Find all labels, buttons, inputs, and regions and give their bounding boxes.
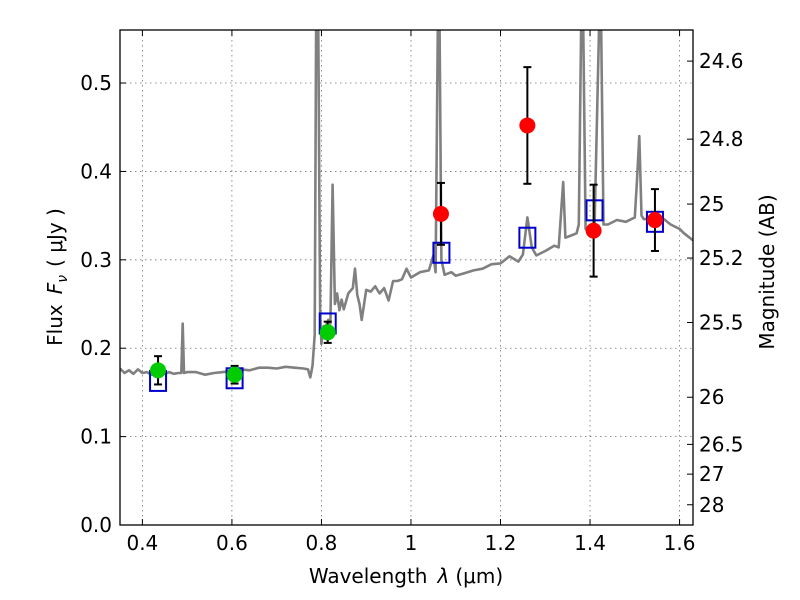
y-tick-label: 0.2 — [80, 336, 112, 360]
x-axis-label: Wavelength λ (μm) — [309, 564, 503, 588]
y2-tick-label: 27 — [699, 462, 724, 486]
tick-layer: 0.4 0.6 0.8 1 1.2 1.4 1.6 0.0 0.1 0.2 0.3 0.4 0.5 24.… — [80, 30, 744, 555]
y-tick-label: 0.1 — [80, 425, 112, 449]
photometry-point — [432, 205, 449, 222]
photometry-point — [646, 212, 663, 229]
y-tick-label: 0.4 — [80, 159, 112, 183]
y-tick-label: 0.0 — [80, 513, 112, 537]
x-tick-label: 1 — [405, 531, 418, 555]
x-tick-label: 0.8 — [306, 531, 338, 555]
plot-frame — [119, 29, 694, 526]
photometry-point — [585, 222, 602, 239]
y2-axis-label: Magnitude (AB) — [755, 194, 779, 349]
x-tick-label: 1.2 — [485, 531, 517, 555]
x-tick-label: 0.4 — [126, 531, 158, 555]
marker-layer — [149, 66, 664, 392]
x-tick-label: 1.6 — [664, 531, 696, 555]
y2-tick-label: 25.5 — [699, 311, 744, 335]
y-axis-label: FluxFν( μJy ) — [43, 208, 71, 346]
model-square-marker — [518, 226, 537, 249]
y2-tick-label: 26 — [699, 385, 724, 409]
x-tick-label: 0.6 — [216, 531, 248, 555]
plot-area — [120, 30, 693, 379]
spectrum-line — [120, 30, 693, 379]
y2-tick-label: 24.8 — [699, 127, 744, 151]
y-tick-label: 0.5 — [80, 71, 112, 95]
y2-tick-label: 24.6 — [699, 49, 744, 73]
series-layer — [120, 30, 693, 379]
photometry-point — [519, 117, 536, 134]
y2-tick-label: 25 — [699, 192, 724, 216]
y2-tick-label: 25.2 — [699, 246, 744, 270]
y2-tick-label: 28 — [699, 493, 724, 517]
photometry-point — [319, 324, 336, 341]
grid-layer — [120, 30, 693, 525]
photometry-point — [150, 362, 167, 379]
y2-tick-label: 26.5 — [699, 432, 744, 456]
x-tick-label: 1.4 — [574, 531, 606, 555]
y-tick-label: 0.3 — [80, 248, 112, 272]
photometry-point — [226, 366, 243, 383]
